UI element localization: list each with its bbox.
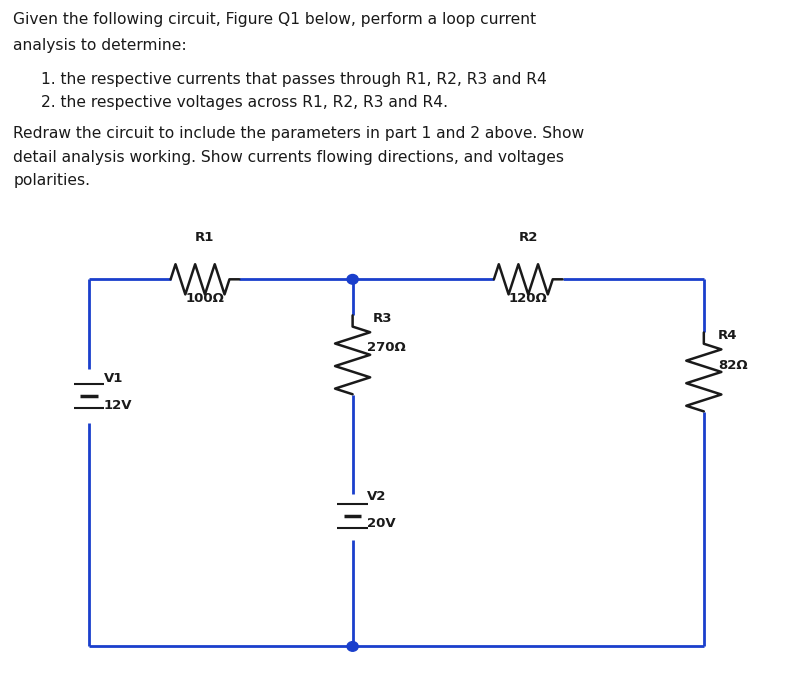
Text: polarities.: polarities.	[14, 174, 91, 188]
Text: 12V: 12V	[103, 400, 132, 413]
Text: R4: R4	[718, 329, 738, 342]
Text: R3: R3	[372, 311, 392, 325]
Text: R2: R2	[518, 231, 538, 244]
Text: 2. the respective voltages across R1, R2, R3 and R4.: 2. the respective voltages across R1, R2…	[42, 95, 449, 110]
Text: R1: R1	[195, 231, 215, 244]
Text: Given the following circuit, Figure Q1 below, perform a loop current: Given the following circuit, Figure Q1 b…	[14, 12, 537, 27]
Text: V2: V2	[367, 490, 386, 503]
Text: 120Ω: 120Ω	[509, 291, 548, 305]
Text: V1: V1	[103, 372, 123, 385]
Text: analysis to determine:: analysis to determine:	[14, 38, 187, 53]
Text: 82Ω: 82Ω	[718, 358, 748, 371]
Circle shape	[347, 641, 358, 651]
Text: Redraw the circuit to include the parameters in part 1 and 2 above. Show: Redraw the circuit to include the parame…	[14, 126, 585, 141]
Text: detail analysis working. Show currents flowing directions, and voltages: detail analysis working. Show currents f…	[14, 150, 565, 165]
Text: 100Ω: 100Ω	[186, 291, 224, 305]
Text: 20V: 20V	[367, 517, 396, 531]
Text: 270Ω: 270Ω	[367, 342, 406, 354]
Circle shape	[347, 274, 358, 284]
Text: 1. the respective currents that passes through R1, R2, R3 and R4: 1. the respective currents that passes t…	[42, 72, 547, 87]
